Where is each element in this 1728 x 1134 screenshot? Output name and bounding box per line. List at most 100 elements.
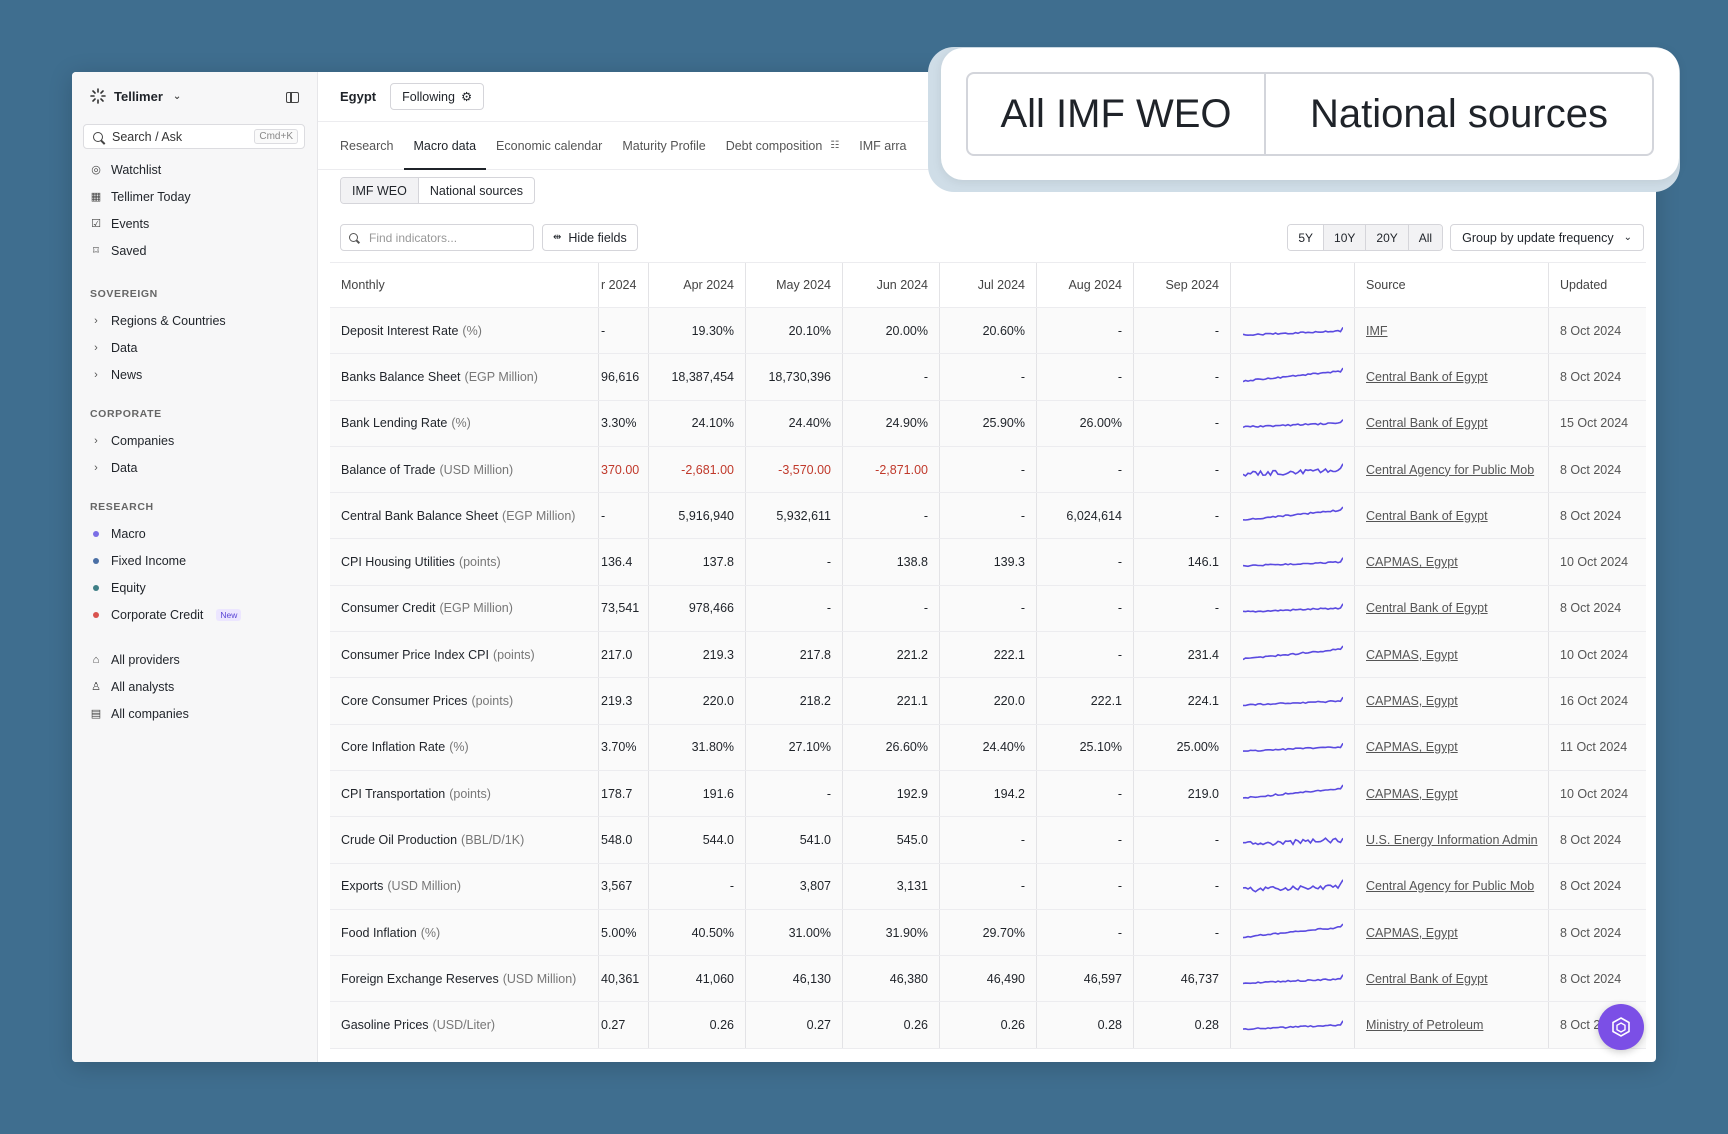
column-header[interactable]: Jun 2024 <box>843 263 940 307</box>
table-row[interactable]: Consumer Price Index CPI (points) 217.0 219… <box>330 632 1646 679</box>
source-link[interactable]: Central Agency for Public Mob <box>1366 462 1535 477</box>
indicator-name-cell[interactable]: Bank Lending Rate (%) <box>330 400 599 446</box>
table-row[interactable]: Core Consumer Prices (points) 219.3 220.0 21… <box>330 678 1646 725</box>
table-row[interactable]: CPI Housing Utilities (points) 136.4 137.8-… <box>330 539 1646 586</box>
source-link[interactable]: Central Bank of Egypt <box>1366 369 1488 384</box>
indicator-name-cell[interactable]: CPI Housing Utilities (points) <box>330 539 599 585</box>
indicator-name-cell[interactable]: Crude Oil Production (BBL/D/1K) <box>330 817 599 863</box>
sidebar-item-news[interactable]: › News <box>90 361 310 388</box>
indicator-name-cell[interactable]: Gasoline Prices (USD/Liter) <box>330 1002 599 1048</box>
hide-fields-button[interactable]: ⇹ Hide fields <box>542 224 638 251</box>
table-row[interactable]: Core Inflation Rate (%) 3.70% 31.80% 27.10% 2… <box>330 724 1646 771</box>
indicator-name-cell[interactable]: Foreign Exchange Reserves (USD Million) <box>330 956 599 1002</box>
tab-economic-calendar[interactable]: Economic calendar <box>496 138 603 153</box>
range-all[interactable]: All <box>1408 225 1443 250</box>
tab-maturity-profile[interactable]: Maturity Profile <box>622 138 706 153</box>
sidebar-item-all-analysts[interactable]: ♙ All analysts <box>90 673 310 700</box>
assistant-fab[interactable] <box>1598 1004 1644 1050</box>
following-button[interactable]: Following ⚙ <box>390 83 485 110</box>
updated-header[interactable]: Updated <box>1560 278 1608 292</box>
sidebar-item-tellimer-today[interactable]: ▦ Tellimer Today <box>90 183 310 210</box>
indicator-name-cell[interactable]: CPI Transportation (points) <box>330 770 599 817</box>
source-link[interactable]: U.S. Energy Information Admin <box>1366 832 1538 847</box>
source-link[interactable]: Central Bank of Egypt <box>1366 416 1488 431</box>
table-row[interactable]: Gasoline Prices (USD/Liter) 0.27 0.26 0.27 0.… <box>330 1002 1646 1049</box>
source-link[interactable]: CAPMAS, Egypt <box>1366 925 1458 940</box>
updated-cell: 10 Oct 2024 <box>1560 555 1629 570</box>
sidebar-item-companies[interactable]: › Companies <box>90 427 310 454</box>
column-header[interactable]: Jul 2024 <box>940 263 1037 307</box>
imf-weo-option[interactable]: IMF WEO <box>341 178 419 203</box>
range-20y[interactable]: 20Y <box>1366 225 1409 250</box>
sidebar-item-corporate-data[interactable]: › Data <box>90 454 310 481</box>
source-link[interactable]: IMF <box>1366 323 1388 338</box>
indicator-name-cell[interactable]: Exports (USD Million) <box>330 863 599 909</box>
all-imf-weo-option[interactable]: All IMF WEO <box>968 74 1266 154</box>
national-sources-option-zoomed[interactable]: National sources <box>1310 91 1608 136</box>
table-row[interactable]: Banks Balance Sheet (EGP Million) 96,616 18… <box>330 354 1646 401</box>
indicator-name-cell[interactable]: Food Inflation (%) <box>330 909 599 956</box>
indicator-name-cell[interactable]: Banks Balance Sheet (EGP Million) <box>330 354 599 400</box>
source-link[interactable]: Central Bank of Egypt <box>1366 601 1488 616</box>
table-row[interactable]: Consumer Credit (EGP Million) 73,541 978,46… <box>330 585 1646 633</box>
indicator-name: Deposit Interest Rate <box>341 323 459 338</box>
national-sources-option[interactable]: National sources <box>429 183 523 198</box>
table-row[interactable]: CPI Transportation (points) 178.7 191.6-192… <box>330 770 1646 818</box>
source-link[interactable]: Ministry of Petroleum <box>1366 1018 1484 1033</box>
workspace-switcher[interactable]: Tellimer ⌄ <box>90 88 181 104</box>
sidebar-item-macro[interactable]: Macro <box>90 520 310 547</box>
table-row[interactable]: Central Bank Balance Sheet (EGP Million) -… <box>330 493 1646 540</box>
indicator-name-cell[interactable]: Balance of Trade (USD Million) <box>330 446 599 493</box>
indicator-name-cell[interactable]: Core Consumer Prices (points) <box>330 678 599 724</box>
indicator-name-cell[interactable]: Consumer Price Index CPI (points) <box>330 632 599 678</box>
table-row[interactable]: Bank Lending Rate (%) 3.30% 24.10% 24.40% 24.… <box>330 400 1646 447</box>
range-5y[interactable]: 5Y <box>1288 225 1325 250</box>
table-row[interactable]: Balance of Trade (USD Million) 370.00 -2,68… <box>330 446 1646 494</box>
column-header[interactable]: Sep 2024 <box>1134 263 1231 307</box>
indicator-name-cell[interactable]: Consumer Credit (EGP Million) <box>330 585 599 632</box>
value-cell: 192.9 <box>843 770 940 817</box>
sidebar-item-regions-countries[interactable]: › Regions & Countries <box>90 307 310 334</box>
table-row[interactable]: Crude Oil Production (BBL/D/1K) 548.0 544.0… <box>330 817 1646 864</box>
sidebar-item-equity[interactable]: Equity <box>90 574 310 601</box>
column-header[interactable]: May 2024 <box>746 263 843 307</box>
indicator-unit: (EGP Million) <box>502 508 576 523</box>
tab-debt-composition[interactable]: Debt composition ☷ <box>716 122 850 169</box>
tab-imf-arrangements[interactable]: IMF arra <box>859 138 907 153</box>
sidebar-item-watchlist[interactable]: ◎ Watchlist <box>90 156 310 183</box>
column-header[interactable]: Apr 2024 <box>649 263 746 307</box>
range-10y[interactable]: 10Y <box>1324 225 1367 250</box>
sidebar-item-all-providers[interactable]: ⌂ All providers <box>90 646 310 673</box>
source-link[interactable]: CAPMAS, Egypt <box>1366 555 1458 570</box>
column-header[interactable]: Aug 2024 <box>1037 263 1134 307</box>
search-ask-input[interactable]: Search / Ask Cmd+K <box>83 124 305 149</box>
tab-macro-data[interactable]: Macro data <box>403 122 487 170</box>
sidebar-collapse-icon[interactable] <box>286 92 299 103</box>
indicator-name-cell[interactable]: Deposit Interest Rate (%) <box>330 308 599 354</box>
tab-research[interactable]: Research <box>340 138 394 153</box>
sidebar-item-events[interactable]: ☑ Events <box>90 210 310 237</box>
table-row[interactable]: Foreign Exchange Reserves (USD Million) 40… <box>330 956 1646 1003</box>
sidebar-item-saved[interactable]: ⌑ Saved <box>90 237 310 264</box>
source-header[interactable]: Source <box>1355 263 1549 307</box>
indicator-name-cell[interactable]: Core Inflation Rate (%) <box>330 724 599 770</box>
sidebar-item-corporate-credit[interactable]: Corporate Credit New <box>90 601 310 628</box>
sidebar-item-sovereign-data[interactable]: › Data <box>90 334 310 361</box>
table-row[interactable]: Exports (USD Million) 3,567-3,807 3,131- - - C… <box>330 863 1646 910</box>
source-link[interactable]: CAPMAS, Egypt <box>1366 647 1458 662</box>
sidebar-item-fixed-income[interactable]: Fixed Income <box>90 547 310 574</box>
updated-cell: 8 Oct 2024 <box>1560 925 1622 940</box>
source-link[interactable]: CAPMAS, Egypt <box>1366 740 1458 755</box>
sidebar-item-all-companies[interactable]: ▤ All companies <box>90 700 310 727</box>
source-link[interactable]: CAPMAS, Egypt <box>1366 786 1458 801</box>
indicator-name-cell[interactable]: Central Bank Balance Sheet (EGP Million) <box>330 493 599 539</box>
table-row[interactable]: Food Inflation (%) 5.00% 40.50% 31.00% 31.90%… <box>330 909 1646 957</box>
group-by-dropdown[interactable]: Group by update frequency ⌄ <box>1450 224 1644 251</box>
find-indicators-input[interactable]: Find indicators... <box>340 224 534 251</box>
table-row[interactable]: Deposit Interest Rate (%) -19.30% 20.10% 20.… <box>330 308 1646 355</box>
source-link[interactable]: CAPMAS, Egypt <box>1366 694 1458 709</box>
source-link[interactable]: Central Bank of Egypt <box>1366 508 1488 523</box>
source-link[interactable]: Central Agency for Public Mob <box>1366 879 1535 894</box>
source-link[interactable]: Central Bank of Egypt <box>1366 971 1488 986</box>
column-header[interactable]: r 2024 <box>599 263 649 307</box>
